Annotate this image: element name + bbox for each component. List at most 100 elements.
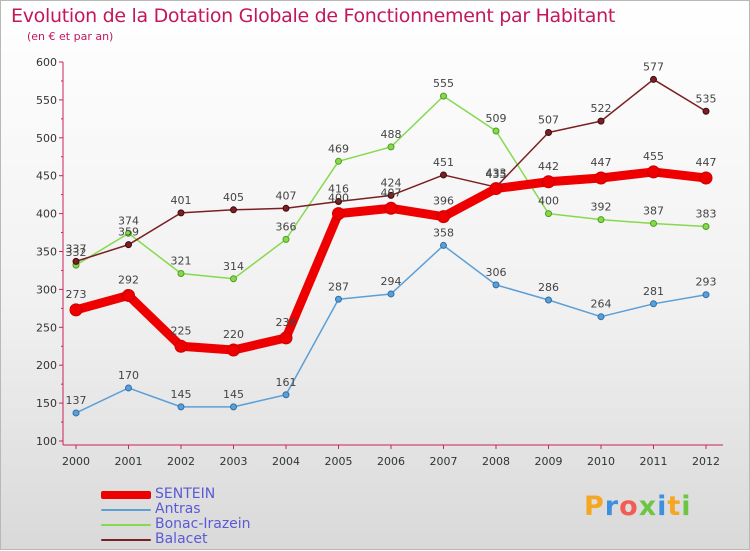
data-label: 332: [66, 246, 87, 259]
data-point: [545, 296, 552, 304]
data-point: [387, 143, 395, 151]
data-label: 455: [643, 150, 664, 163]
data-label: 358: [433, 226, 454, 239]
chart-title: Evolution de la Dotation Globale de Fonc…: [11, 5, 616, 27]
data-label: 416: [328, 182, 349, 195]
x-tick-label: 2008: [482, 455, 510, 468]
legend-label-antras: Antras: [155, 501, 201, 517]
data-point: [437, 210, 450, 224]
data-label: 145: [171, 388, 192, 401]
data-point: [282, 391, 290, 399]
data-point: [594, 171, 608, 185]
series-line-balacet: [75, 78, 707, 263]
logo-letter: x: [638, 491, 658, 522]
data-point: [177, 403, 185, 411]
data-point: [387, 290, 395, 298]
data-point: [492, 127, 500, 135]
data-label: 488: [381, 128, 402, 141]
data-label: 392: [591, 201, 612, 214]
data-label: 507: [538, 113, 559, 126]
data-point: [489, 182, 503, 196]
data-point: [279, 331, 293, 345]
y-tick-label: 200: [36, 359, 57, 372]
data-label: 170: [118, 369, 139, 382]
data-label: 292: [118, 273, 139, 286]
data-label: 374: [118, 214, 139, 227]
data-label: 236: [276, 316, 297, 329]
data-point: [702, 291, 710, 299]
data-point: [650, 75, 657, 83]
legend-label-sentein: SENTEIN: [155, 486, 216, 502]
data-label: 161: [276, 376, 297, 389]
data-point: [702, 107, 710, 115]
data-label: 273: [66, 288, 87, 301]
logo-letter: i: [657, 491, 668, 522]
x-tick-label: 2006: [377, 455, 405, 468]
data-label: 577: [643, 60, 664, 73]
data-label: 447: [591, 156, 612, 169]
data-label: 145: [223, 388, 244, 401]
x-tick-label: 2001: [115, 455, 143, 468]
x-tick-label: 2009: [535, 455, 563, 468]
data-label: 405: [223, 191, 244, 204]
data-label: 383: [696, 207, 717, 220]
data-point: [69, 303, 83, 317]
data-point: [332, 207, 345, 221]
data-label: 366: [276, 220, 297, 233]
data-label: 294: [381, 275, 402, 288]
y-tick-label: 150: [36, 397, 57, 410]
y-tick-label: 100: [36, 435, 57, 448]
series-layer: [69, 75, 713, 417]
data-point: [387, 191, 395, 199]
y-tick-label: 450: [36, 170, 57, 183]
data-label: 535: [696, 92, 717, 105]
data-point: [597, 117, 605, 125]
data-label: 287: [328, 280, 349, 293]
y-tick-label: 500: [36, 132, 57, 145]
x-tick-label: 2005: [325, 455, 353, 468]
legend-label-bonac-irazein: Bonac-Irazein: [155, 516, 251, 532]
data-label: 469: [328, 142, 349, 155]
data-point: [177, 269, 185, 277]
x-tick-label: 2007: [430, 455, 458, 468]
data-point: [227, 343, 240, 357]
data-point: [699, 171, 713, 185]
data-point: [702, 222, 710, 230]
data-label: 387: [643, 204, 664, 217]
data-point: [384, 201, 398, 215]
y-tick-label: 400: [36, 208, 57, 221]
data-point: [335, 157, 342, 165]
y-tick-label: 600: [36, 56, 57, 69]
data-point: [545, 128, 552, 136]
data-point: [597, 216, 605, 224]
data-point: [492, 281, 500, 289]
x-tick-label: 2004: [272, 455, 300, 468]
legend-label-balacet: Balacet: [155, 531, 208, 547]
data-point: [122, 288, 135, 302]
data-point: [650, 300, 657, 308]
data-point: [282, 204, 290, 212]
data-label: 220: [223, 328, 244, 341]
x-tick-label: 2002: [167, 455, 195, 468]
logo-letter: o: [619, 491, 639, 522]
data-point: [335, 197, 342, 205]
logo-letter: t: [667, 491, 682, 522]
data-point: [650, 219, 657, 227]
x-tick-label: 2012: [692, 455, 720, 468]
data-point: [230, 403, 237, 411]
y-tick-label: 350: [36, 246, 57, 259]
data-label: 359: [118, 226, 139, 239]
logo-letter: P: [584, 491, 605, 522]
legend-swatch-bonac-irazein: [101, 524, 151, 526]
x-tick-label: 2000: [62, 455, 90, 468]
data-point: [545, 210, 552, 218]
data-label: 400: [328, 192, 349, 205]
data-point: [440, 241, 447, 249]
data-point: [542, 175, 555, 189]
data-point: [440, 171, 447, 179]
chart-subtitle: (en € et par an): [27, 30, 114, 43]
data-point: [177, 209, 185, 217]
legend-swatch-balacet: [101, 539, 151, 541]
data-label: 442: [538, 160, 559, 173]
